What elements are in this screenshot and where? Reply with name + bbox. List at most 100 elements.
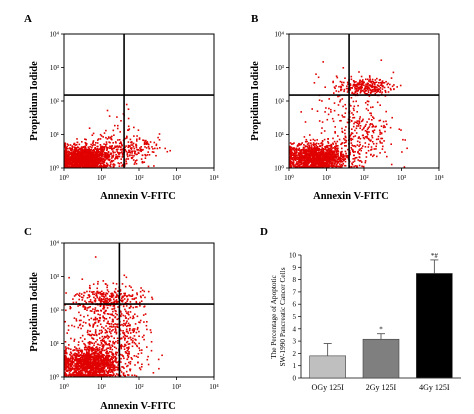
panel-c-event-dot <box>97 360 100 362</box>
panel-b-event-dot <box>317 152 319 154</box>
panel-c-event-dot <box>66 366 68 369</box>
panel-b-event-dot <box>337 161 339 164</box>
panel-b-event-dot <box>365 78 367 81</box>
panel-b-event-dot <box>344 164 346 167</box>
panel-a-event-dot <box>81 156 84 159</box>
panel-c-event-dot <box>82 354 85 356</box>
panel-a-event-dot <box>112 142 114 144</box>
panel-b-event-dot <box>379 119 382 122</box>
panel-a-event-dot <box>84 157 86 159</box>
panel-b-event-dot <box>327 160 329 163</box>
panel-a-event-dot <box>145 139 147 142</box>
panel-b-event-dot <box>350 105 352 107</box>
panel-b-event-dot <box>294 152 296 155</box>
panel-c-event-dot <box>113 373 115 375</box>
panel-c-event-dot <box>102 354 104 356</box>
panel-b-event-dot <box>349 89 352 91</box>
panel-a-event-dot <box>127 125 130 128</box>
panel-b-event-dot <box>364 160 367 162</box>
panel-b-event-dot <box>333 162 335 165</box>
panel-b-event-dot <box>366 128 369 131</box>
panel-c-event-dot <box>75 359 77 361</box>
panel-a-event-dot <box>84 138 86 140</box>
panel-c-event-dot <box>93 344 95 347</box>
panel-b-event-dot <box>304 154 306 156</box>
panel-c-event-dot <box>125 370 128 373</box>
panel-c-event-dot <box>97 352 100 355</box>
panel-b-event-dot <box>346 81 349 84</box>
panel-a-event-dot <box>132 159 135 161</box>
panel-c-event-dot <box>81 364 84 366</box>
panel-b-event-dot <box>361 134 364 137</box>
panel-a-y-tick-label: 10³ <box>50 64 59 72</box>
panel-c-event-dot <box>113 356 115 358</box>
panel-a-event-dot <box>157 136 159 139</box>
panel-a-event-dot <box>64 163 66 165</box>
panel-b-event-dot <box>316 156 319 158</box>
panel-a-event-dot <box>101 153 103 155</box>
panel-b-event-dot <box>360 120 363 123</box>
panel-b-event-dot <box>345 139 348 142</box>
panel-b-event-dot <box>294 155 296 158</box>
panel-a-event-dot <box>135 146 138 149</box>
panel-c-event-dot <box>91 365 93 368</box>
panel-c-event-dot <box>93 351 95 354</box>
panel-b-event-dot <box>300 111 302 113</box>
panel-a-event-dot <box>97 166 99 168</box>
panel-c-event-dot <box>110 371 113 373</box>
panel-c-event-dot <box>81 340 84 343</box>
panel-a-event-dot <box>120 120 122 122</box>
panel-c-event-dot <box>106 364 109 366</box>
panel-c-event-dot <box>96 361 98 364</box>
panel-c-event-dot <box>94 359 96 362</box>
panel-b-event-dot <box>302 151 304 154</box>
panel-c-event-dot <box>105 370 108 373</box>
panel-c-event-dot <box>78 373 81 375</box>
panel-a-event-dot <box>81 161 83 163</box>
panel-b-event-dot <box>333 155 336 157</box>
panel-a-event-dot <box>93 155 96 158</box>
panel-b-event-dot <box>317 143 320 145</box>
panel-b-event-dot <box>356 83 358 86</box>
panel-b-event-dot <box>344 132 346 135</box>
panel-b-event-dot <box>343 142 346 144</box>
panel-a-event-dot <box>77 164 79 166</box>
panel-a-event-dot <box>91 159 94 162</box>
panel-b-event-dot <box>294 151 297 154</box>
panel-a-event-dot <box>64 157 67 159</box>
panel-a-event-dot <box>74 163 76 166</box>
panel-b-event-dot <box>331 153 334 155</box>
panel-a-x-tick-label: 10⁰ <box>59 174 69 182</box>
panel-b-event-dot <box>360 149 362 152</box>
panel-b-event-dot <box>379 89 382 92</box>
panel-b-event-dot <box>363 91 366 94</box>
panel-a-event-dot <box>93 149 95 151</box>
panel-c-event-dot <box>95 348 97 351</box>
panel-b-event-dot <box>290 146 293 149</box>
panel-a-event-dot <box>73 155 76 157</box>
panel-a-event-dot <box>92 159 95 162</box>
panel-b-event-dot <box>334 154 336 156</box>
panel-b-event-dot <box>330 146 332 149</box>
panel-a-event-dot <box>70 166 72 168</box>
panel-b-event-dot <box>330 145 333 147</box>
panel-a-event-dot <box>76 141 79 144</box>
panel-b-event-dot <box>311 154 313 156</box>
panel-c-event-dot <box>65 365 67 367</box>
panel-a-x-tick-label: 10³ <box>172 174 181 182</box>
panel-a-event-dot <box>101 148 103 151</box>
panel-b-event-dot <box>324 165 327 167</box>
panel-b-event-dot <box>330 148 333 151</box>
panel-c-event-dot <box>81 373 83 376</box>
panel-c-event-dot <box>109 365 112 368</box>
panel-b-event-dot <box>324 148 326 150</box>
panel-c-event-dot <box>64 354 67 357</box>
panel-a-event-dot <box>87 155 90 158</box>
panel-b-event-dot <box>358 71 360 73</box>
panel-b-event-dot <box>327 148 329 151</box>
panel-a-event-dot <box>137 129 140 131</box>
panel-b-event-dot <box>335 150 338 152</box>
panel-a-event-dot <box>86 158 88 161</box>
